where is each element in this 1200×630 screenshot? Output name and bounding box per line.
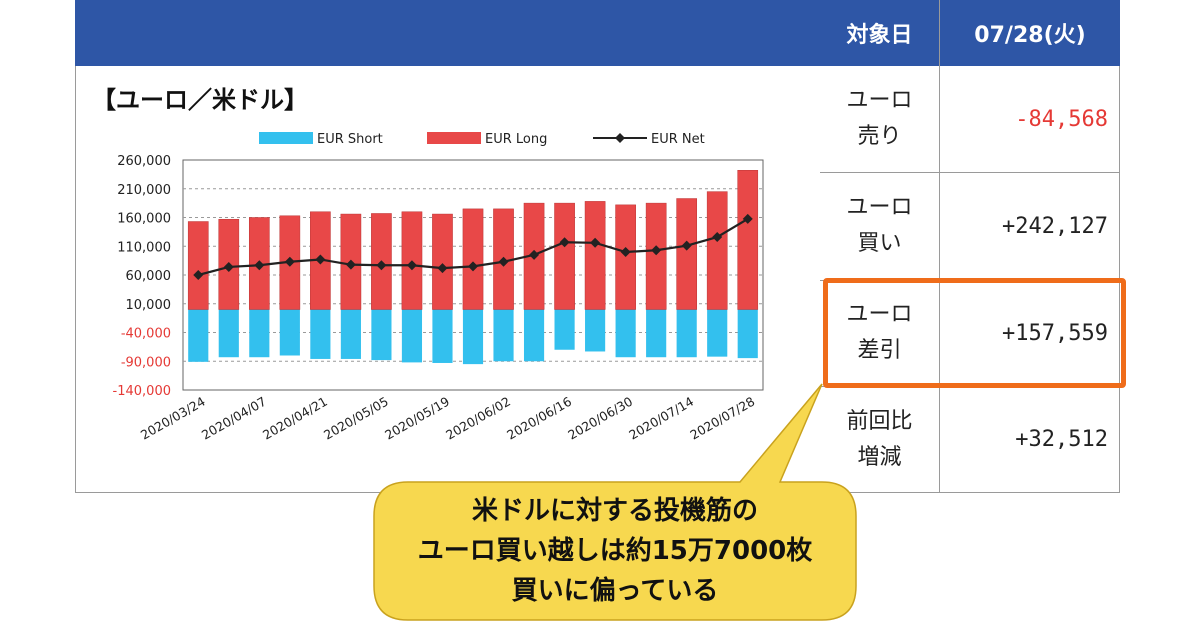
- bar-eur-short: [493, 309, 514, 362]
- y-tick-label: 160,000: [117, 212, 171, 227]
- net-point: [406, 260, 417, 271]
- row-label-change: 前回比 増減: [820, 386, 940, 493]
- bar-eur-short: [615, 309, 636, 358]
- row-label-line1: ユーロ: [846, 88, 913, 113]
- bar-eur-long: [187, 221, 209, 310]
- net-point: [345, 259, 356, 270]
- y-tick-label: -90,000: [121, 355, 171, 370]
- bar-eur-short: [554, 309, 575, 350]
- net-point: [315, 254, 326, 265]
- legend-label: EUR Short: [317, 132, 383, 147]
- row-divider: [820, 172, 1120, 173]
- row-label-line1: ユーロ: [846, 195, 913, 220]
- bar-eur-short: [371, 309, 392, 361]
- net-point: [254, 260, 265, 271]
- row-label-line1: 前回比: [846, 408, 913, 434]
- chart-title: 【ユーロ／米ドル】: [92, 86, 308, 114]
- legend-label: EUR Long: [485, 132, 547, 147]
- callout-text: 米ドルに対する投機筋の ユーロ買い越しは約15万7000枚 買いに偏っている: [374, 482, 856, 620]
- callout-line-1: 米ドルに対する投機筋の: [471, 496, 758, 526]
- bar-eur-long: [645, 202, 667, 310]
- net-point: [284, 256, 295, 267]
- y-tick-label: 260,000: [117, 154, 171, 169]
- bar-eur-short: [401, 309, 423, 363]
- bar-eur-short: [218, 309, 239, 358]
- y-tick-label: 110,000: [117, 240, 171, 255]
- chart-net-line: [193, 213, 753, 280]
- bar-eur-long: [584, 201, 606, 310]
- bar-eur-long: [706, 191, 728, 310]
- row-value-net: +157,559: [1002, 320, 1108, 346]
- bar-eur-short: [646, 309, 667, 358]
- row-label-line1: ユーロ: [846, 302, 913, 327]
- callout-line-2: ユーロ買い越しは約15万7000枚: [417, 536, 813, 566]
- bar-eur-long: [554, 202, 575, 310]
- net-point: [498, 256, 509, 267]
- bar-eur-short: [340, 309, 361, 359]
- bar-eur-short: [462, 309, 484, 365]
- header-date-value: 07/28(火): [940, 0, 1120, 66]
- legend-swatch: [259, 132, 313, 144]
- header-date-label: 対象日: [820, 0, 940, 66]
- row-value-change: +32,512: [1015, 427, 1108, 452]
- row-value-buy: +242,127: [1002, 213, 1108, 239]
- bar-eur-short: [707, 309, 728, 357]
- net-highlight-box: [823, 278, 1126, 388]
- chart-y-axis: 260,000 210,000 160,000 110,000 60,000 10,000…: [113, 154, 171, 399]
- row-label-sell: ユーロ 売り: [820, 66, 940, 172]
- bar-eur-long: [432, 213, 453, 310]
- bar-eur-short: [737, 309, 758, 359]
- net-point: [437, 263, 448, 274]
- legend-label: EUR Net: [651, 132, 705, 147]
- bar-eur-long: [676, 198, 698, 310]
- callout-shape: [373, 383, 857, 621]
- y-tick-label: -40,000: [121, 327, 171, 342]
- y-tick-label: 210,000: [117, 183, 171, 198]
- row-label-line2: 売り: [857, 124, 902, 149]
- row-label-line2: 買い: [857, 231, 902, 256]
- bar-eur-short: [523, 309, 545, 362]
- bar-eur-short: [676, 309, 697, 358]
- y-tick-label: 10,000: [126, 298, 172, 313]
- legend-swatch-marker: [615, 133, 625, 143]
- net-point: [590, 237, 601, 248]
- bar-eur-long: [737, 170, 759, 310]
- row-label-line2: 増減: [857, 444, 902, 470]
- bar-eur-short: [249, 309, 270, 358]
- bar-eur-short: [310, 309, 331, 359]
- net-point: [681, 240, 692, 251]
- bar-eur-short: [432, 309, 453, 363]
- net-point: [559, 237, 570, 248]
- net-point: [742, 213, 753, 224]
- net-point: [651, 245, 662, 256]
- net-point: [468, 261, 478, 272]
- net-point: [223, 261, 234, 272]
- position-table: 対象日 07/28(火) ユーロ 売り -84,568 ユーロ 買い +242,…: [820, 0, 1120, 493]
- row-label-net: ユーロ 差引: [820, 280, 940, 386]
- y-tick-label: 60,000: [126, 269, 172, 284]
- bar-eur-short: [585, 309, 606, 352]
- y-tick-label: -140,000: [113, 384, 171, 399]
- legend-swatch: [427, 132, 481, 144]
- net-point: [620, 247, 631, 257]
- bar-eur-short: [188, 309, 209, 362]
- row-value-sell: -84,568: [1015, 106, 1108, 132]
- chart-legend: EUR Short EUR Long EUR Net: [259, 132, 705, 147]
- row-label-line2: 差引: [857, 338, 902, 363]
- bar-eur-long: [615, 204, 636, 310]
- bar-eur-short: [279, 309, 300, 356]
- callout-line-3: 買いに偏っている: [511, 576, 719, 606]
- net-point: [376, 260, 387, 271]
- net-point: [193, 270, 204, 280]
- net-point: [712, 232, 723, 243]
- net-point: [529, 249, 540, 260]
- header-bar: [75, 0, 820, 66]
- row-label-buy: ユーロ 買い: [820, 172, 940, 280]
- bar-eur-long: [462, 208, 484, 310]
- chart-area: EUR Short EUR Long EUR Net 260,000 210,000 1…: [113, 132, 764, 443]
